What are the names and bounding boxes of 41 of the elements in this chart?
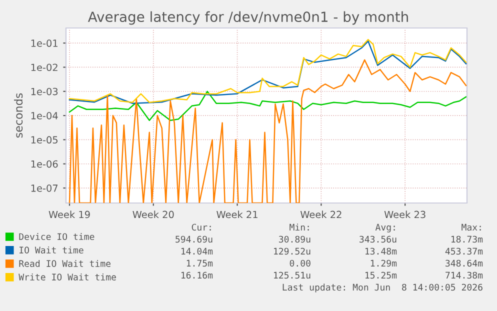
text: 125.51u xyxy=(274,272,310,279)
text: 15.25m xyxy=(365,272,397,279)
legend-label: IO Wait time xyxy=(20,246,84,254)
chart-title: Average latency for /dev/nvme0n1 - by month xyxy=(88,11,408,25)
y-tick-label: 1e-06 xyxy=(31,160,58,168)
y-tick-label: 1e-03 xyxy=(31,88,58,96)
text: Last update: Mon Jun 8 14:00:05 2026 xyxy=(282,284,482,292)
legend-label: Write IO Wait time xyxy=(18,273,116,280)
text: 453.37m xyxy=(445,248,483,255)
text: 594.69u xyxy=(176,236,212,243)
y-tick-label: 1e-05 xyxy=(31,136,58,144)
text: Min: xyxy=(290,224,309,231)
text: Max: xyxy=(462,224,481,231)
line-series xyxy=(68,90,467,122)
text: 714.38m xyxy=(446,272,483,279)
x-tick-label: Week 23 xyxy=(384,210,426,218)
x-tick-label: Week 20 xyxy=(132,210,174,218)
y-tick-label: 1e-07 xyxy=(31,184,58,192)
x-tick-label: Week 22 xyxy=(300,210,342,218)
text: 129.52u xyxy=(274,248,310,255)
text: 13.48m xyxy=(365,248,397,255)
y-axis-title: seconds xyxy=(14,93,23,138)
text: 343.56u xyxy=(360,236,396,243)
y-tick-label: 1e-01 xyxy=(31,40,58,47)
text: 18.73m xyxy=(451,236,483,243)
text: Cur: xyxy=(192,224,211,231)
legend-label: Read IO Wait time xyxy=(19,260,111,267)
text: 1.29m xyxy=(370,260,397,267)
text: 1.75m xyxy=(186,260,213,267)
text: Avg: xyxy=(375,224,395,232)
y-tick-label: 1e-02 xyxy=(31,64,58,72)
line-series xyxy=(68,59,467,203)
y-tick-label: 1e-04 xyxy=(31,112,58,120)
text: 0.00 xyxy=(290,260,310,267)
text: 16.16m xyxy=(181,272,213,279)
x-tick-label: Week 19 xyxy=(48,210,90,218)
legend-label: Device IO time xyxy=(19,233,94,240)
text: 14.04m xyxy=(181,248,213,255)
text: 348.64m xyxy=(446,260,483,267)
x-tick-label: Week 21 xyxy=(216,210,258,218)
text: 30.89u xyxy=(278,236,310,243)
